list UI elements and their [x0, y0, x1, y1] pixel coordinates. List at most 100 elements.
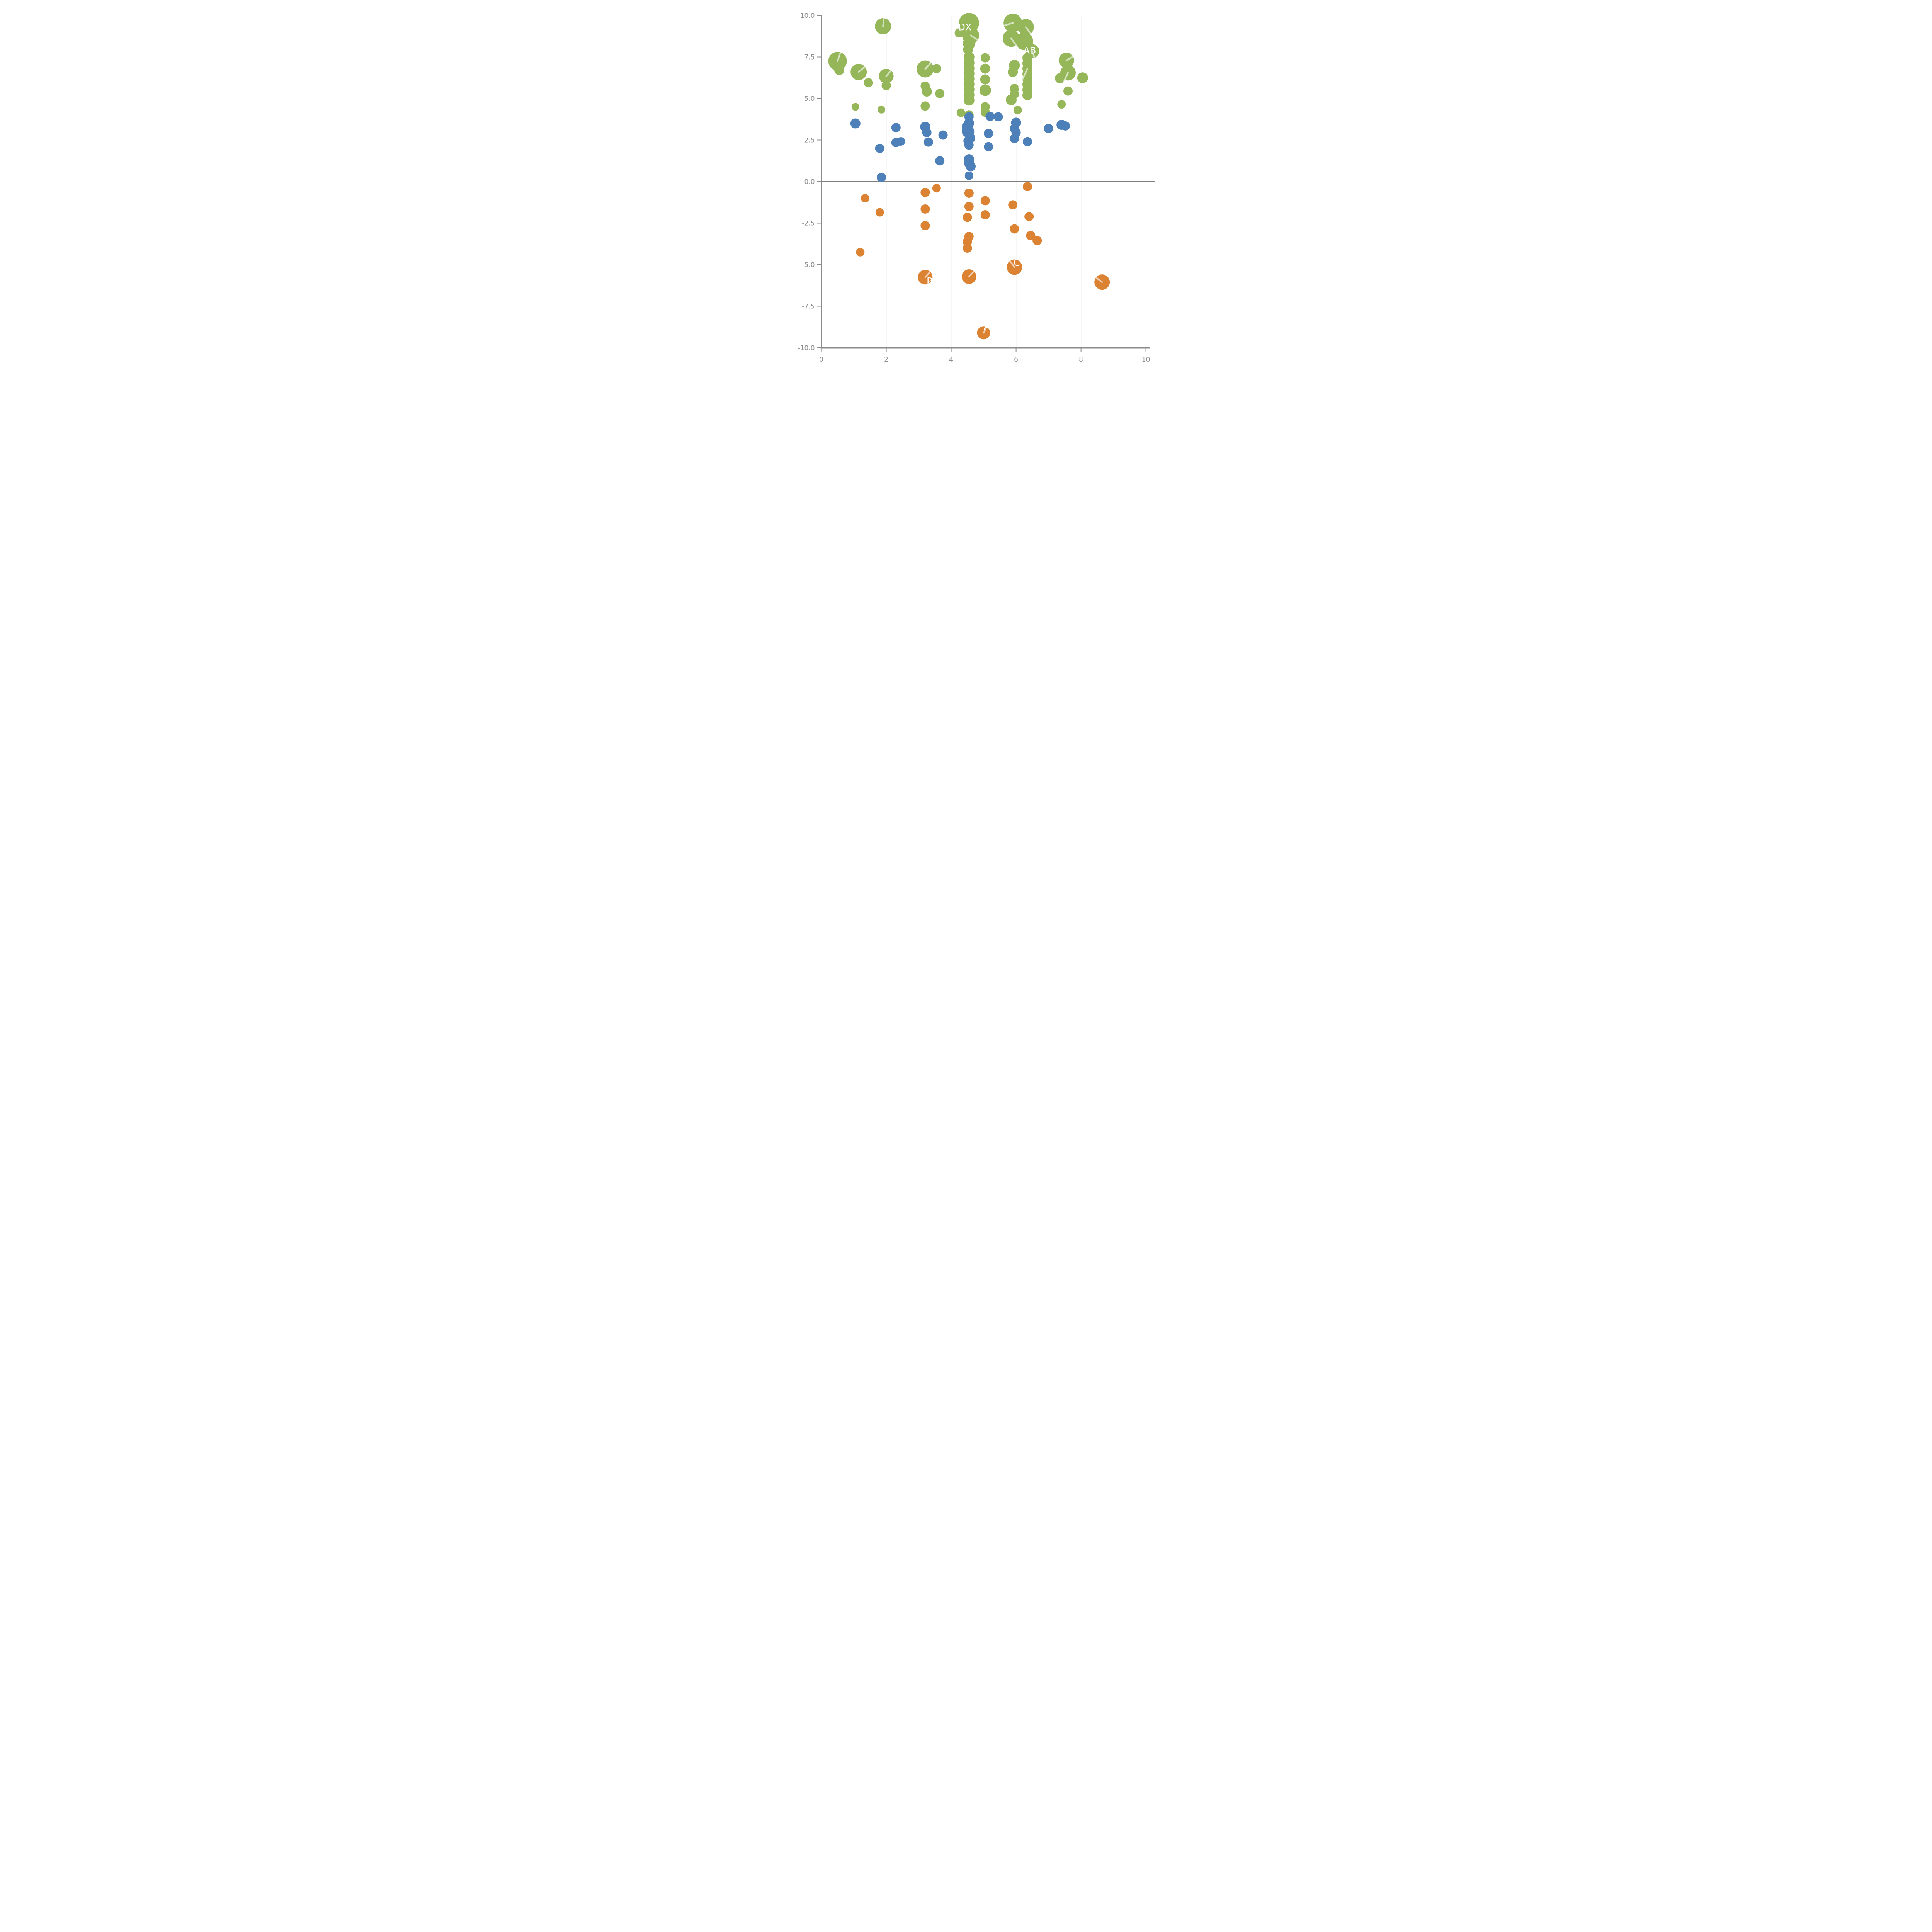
- bubble-green-3: [864, 78, 873, 88]
- leader-line-green-9: [924, 57, 936, 70]
- bubble-blue-17: [964, 140, 974, 150]
- points-group: [828, 13, 1110, 340]
- bubble-chart: 10.07.55.02.50.0-2.5-5.0-7.5-10.00 2 4 6 8 10…: [798, 10, 1155, 364]
- bubble-green-12: [922, 86, 932, 97]
- bubble-green-55: [1013, 106, 1022, 115]
- point-label-C: C: [1014, 257, 1020, 268]
- bubble-green-6: [851, 103, 859, 111]
- bubble-orange-18: [1024, 212, 1034, 221]
- bubble-green-1: [834, 65, 844, 75]
- tick-labels-group: 10.0 7.5 5.0 2.5 0.0 -2.5 -5.0 -7.5 -10.0 0 2 4 6 8 10: [798, 12, 1150, 364]
- bubble-green-60: [1063, 86, 1073, 96]
- bubble-blue-33: [1061, 121, 1070, 131]
- leader-line-green-2: [858, 61, 871, 73]
- y-tick-label--2.5: -2.5: [802, 219, 815, 227]
- leader-line-green-8: [882, 10, 886, 27]
- bubble-green-7: [878, 105, 885, 114]
- ticks-group: [817, 15, 1146, 352]
- bubble-green-32: [980, 53, 990, 63]
- bubble-blue-31: [1044, 124, 1053, 133]
- y-tick-label-10: 10.0: [800, 12, 815, 20]
- point-label-DX: DX: [958, 22, 971, 33]
- point-label-A: A: [984, 321, 990, 332]
- bubble-green-59: [1077, 72, 1088, 83]
- y-tick-label--7.5: -7.5: [802, 303, 815, 310]
- leader-lines-group: [837, 10, 1103, 334]
- bubble-green-61: [1057, 100, 1066, 109]
- bubble-orange-4: [932, 184, 941, 193]
- bubble-orange-14: [980, 210, 990, 219]
- point-label-AB: AB: [1023, 45, 1036, 56]
- leader-line-orange-24: [983, 324, 988, 334]
- bubble-orange-6: [920, 221, 930, 230]
- leader-line-green-17: [970, 34, 983, 44]
- leader-line-green-56: [1065, 54, 1077, 61]
- leader-line-green-39: [1010, 37, 1021, 53]
- point-label-P: P: [927, 276, 932, 287]
- bubble-blue-24: [984, 129, 993, 138]
- x-tick-label-10: 10: [1142, 356, 1150, 364]
- bubble-green-35: [979, 84, 991, 96]
- bubble-blue-4: [896, 137, 905, 146]
- bubble-orange-17: [1023, 182, 1032, 191]
- bubble-blue-20: [966, 161, 976, 172]
- bubble-blue-8: [923, 137, 933, 147]
- y-tick-label-0: 0.0: [804, 178, 815, 186]
- bubble-blue-0: [850, 118, 861, 129]
- bubble-blue-30: [1023, 137, 1032, 146]
- bubble-blue-5: [891, 123, 901, 133]
- bubble-blue-21: [964, 171, 973, 180]
- bubble-green-10: [932, 64, 941, 73]
- bubble-blue-29: [1010, 134, 1019, 143]
- bubble-blue-23: [993, 112, 1003, 122]
- bubble-blue-25: [984, 142, 993, 151]
- bubble-green-14: [920, 101, 930, 111]
- leader-line-green-37: [999, 22, 1014, 28]
- bubble-orange-15: [1008, 200, 1018, 210]
- bubble-blue-22: [985, 112, 995, 121]
- leader-line-green-38: [1025, 26, 1034, 37]
- bubble-green-16: [954, 28, 964, 38]
- bubble-green-33: [980, 63, 990, 74]
- x-tick-label-0: 0: [819, 356, 823, 364]
- leader-line-orange-21: [924, 267, 935, 278]
- bubble-blue-2: [877, 173, 886, 182]
- y-tick-label-5: 5.0: [804, 95, 815, 103]
- bubble-green-13: [935, 89, 945, 99]
- bubble-orange-8: [964, 202, 974, 211]
- leader-line-orange-25: [1092, 274, 1103, 283]
- y-tick-label-2.5: 2.5: [804, 136, 815, 144]
- bubble-green-5: [881, 81, 891, 90]
- bubble-green-34: [980, 74, 990, 85]
- bubble-green-58: [1055, 73, 1065, 83]
- bubble-orange-9: [963, 213, 972, 222]
- leader-line-green-0: [837, 44, 844, 62]
- x-tick-label-2: 2: [884, 356, 888, 364]
- leader-line-green-4: [885, 63, 897, 77]
- bubble-blue-7: [922, 128, 932, 138]
- bubble-orange-5: [920, 204, 930, 214]
- y-tick-label-7.5: 7.5: [804, 53, 815, 61]
- bubble-orange-13: [980, 196, 990, 206]
- leader-line-orange-22: [968, 267, 978, 277]
- bubble-orange-2: [856, 248, 865, 257]
- bubble-orange-1: [875, 208, 884, 217]
- leader-line-green-57: [1062, 72, 1069, 85]
- bubble-orange-12: [963, 243, 972, 253]
- bubble-green-36: [980, 102, 990, 112]
- bubble-green-28: [963, 95, 975, 106]
- x-tick-label-4: 4: [949, 356, 953, 364]
- bubble-orange-19: [1026, 231, 1036, 240]
- bubble-blue-1: [875, 144, 884, 153]
- x-tick-label-8: 8: [1079, 356, 1083, 364]
- bubble-green-51: [1022, 90, 1032, 100]
- bubble-orange-0: [861, 194, 869, 202]
- bubble-orange-3: [920, 187, 930, 197]
- x-tick-label-6: 6: [1014, 356, 1018, 364]
- bubble-blue-10: [938, 130, 948, 140]
- bubble-green-29: [956, 108, 965, 117]
- bubble-orange-7: [964, 189, 974, 198]
- bubble-orange-16: [1010, 224, 1019, 234]
- figure: 10.0 7.5 5.0 2.5 0.0 -2.5 -5.0 -7.5 -10.0 0 2 4 6 8 10…: [773, 0, 1159, 386]
- annotations-group: DX AB P C A: [927, 22, 1036, 332]
